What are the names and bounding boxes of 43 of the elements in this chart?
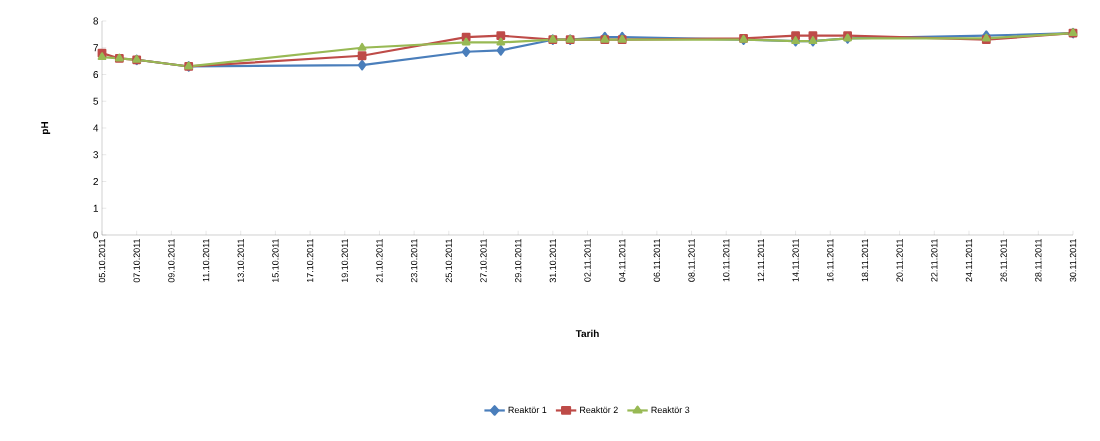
- legend-label: Reaktör 2: [580, 406, 618, 414]
- x-tick-label: 29.10.2011: [514, 238, 522, 283]
- y-axis-title: pH: [41, 122, 51, 134]
- x-tick-label: 22.11.2011: [931, 238, 938, 282]
- x-tick-label: 25.10.2011: [445, 238, 452, 283]
- y-tick-label: 7: [93, 44, 98, 52]
- x-tick-label: 30.11.2011: [1069, 238, 1077, 282]
- x-tick-label: 19.10.2011: [341, 238, 348, 283]
- x-tick-label: 06.11.2011: [653, 238, 661, 282]
- x-tick-label: 31.10.2011: [549, 238, 557, 283]
- x-tick-label: 28.11.2011: [1035, 238, 1042, 282]
- x-tick-label: 08.11.2011: [688, 238, 695, 282]
- x-tick-label: 16.11.2011: [827, 238, 834, 282]
- x-tick-label: 15.10.2011: [272, 238, 279, 283]
- x-tick-label: 09.10.2011: [168, 238, 175, 283]
- x-tick-label: 07.10.2011: [133, 238, 140, 283]
- x-tick-label: 21.10.2011: [376, 238, 383, 283]
- x-tick-label: 04.11.2011: [619, 238, 626, 282]
- x-tick-label: 24.11.2011: [965, 238, 973, 282]
- x-tick-label: 26.11.2011: [1000, 238, 1007, 282]
- legend-label: Reaktör 1: [508, 406, 547, 414]
- x-axis-title: Tarih: [575, 329, 599, 338]
- x-tick-label: 23.10.2011: [410, 238, 418, 283]
- x-tick-label: 11.10.2011: [202, 238, 210, 282]
- x-tick-label: 27.10.2011: [480, 238, 487, 283]
- x-tick-label: 02.11.2011: [584, 238, 591, 282]
- y-tick-label: 5: [93, 97, 99, 105]
- x-tick-label: 13.10.2011: [237, 238, 244, 283]
- x-tick-label: 05.10.2011: [98, 238, 106, 283]
- x-tick-label: 14.11.2011: [792, 238, 799, 282]
- legend-label: Reaktör 3: [651, 406, 690, 414]
- y-tick-label: 4: [93, 124, 99, 132]
- y-tick-label: 2: [93, 178, 98, 185]
- y-tick-label: 8: [93, 17, 99, 25]
- y-tick-label: 1: [93, 204, 99, 212]
- y-tick-label: 3: [93, 151, 99, 159]
- x-tick-label: 12.11.2011: [757, 238, 765, 282]
- y-tick-label: 6: [93, 70, 99, 79]
- x-tick-label: 20.11.2011: [896, 238, 903, 282]
- x-tick-label: 18.11.2011: [861, 238, 869, 282]
- y-tick-label: 0: [93, 231, 99, 239]
- x-tick-label: 10.11.2011: [723, 238, 730, 282]
- x-tick-label: 17.10.2011: [306, 238, 314, 283]
